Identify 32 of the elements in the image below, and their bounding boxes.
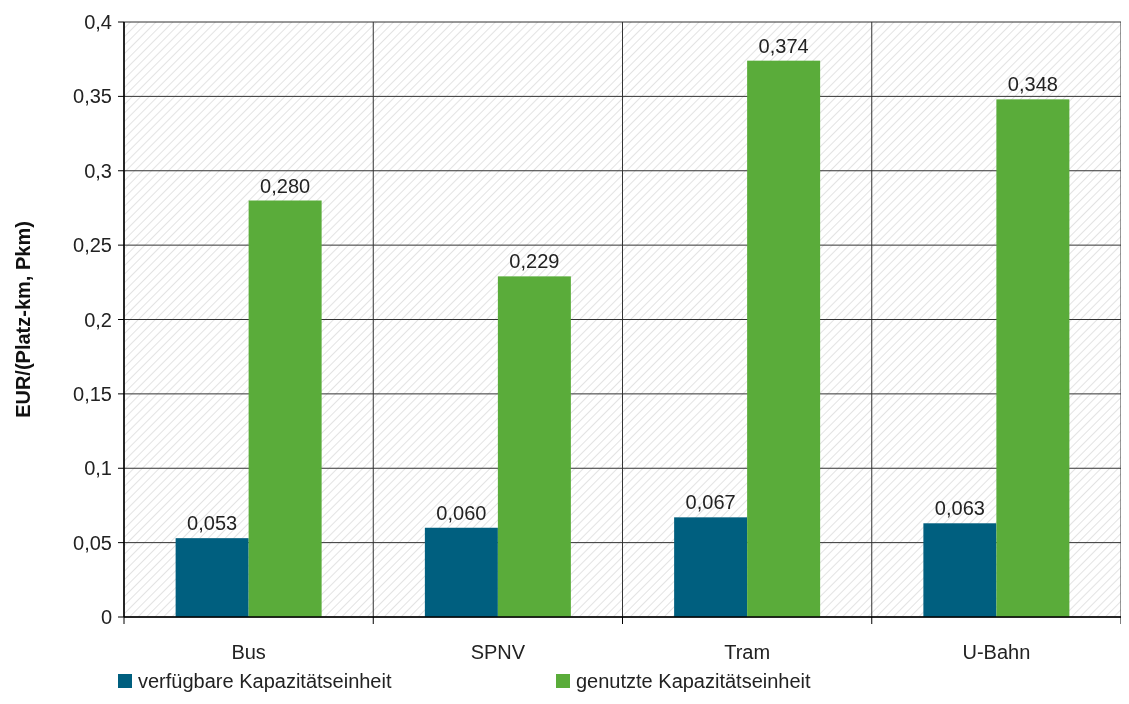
bar [747, 60, 821, 617]
data-label: 0,053 [187, 512, 238, 535]
bar [674, 517, 748, 617]
y-tick-label: 0,2 [84, 308, 112, 331]
y-tick-label: 0 [100, 606, 112, 628]
data-label: 0,063 [934, 497, 985, 520]
legend-label: verfügbare Kapazitätseinheit [138, 670, 392, 692]
legend-label: genutzte Kapazitätseinheit [576, 670, 812, 692]
data-label: 0,060 [436, 501, 487, 524]
bar [424, 527, 498, 617]
y-tick-label: 0,05 [73, 531, 112, 554]
y-tick-label: 0,35 [73, 85, 112, 108]
y-axis-title: EUR/(Platz-km, Pkm) [12, 221, 34, 418]
bar [497, 276, 571, 617]
y-tick-label: 0,25 [73, 234, 112, 257]
y-tick-label: 0,1 [84, 457, 112, 480]
data-label: 0,280 [260, 174, 311, 197]
data-label: 0,067 [685, 491, 736, 514]
y-tick-label: 0,3 [84, 159, 112, 182]
bar [996, 99, 1070, 617]
y-tick-label: 0,15 [73, 382, 112, 405]
x-tick-label: Tram [724, 641, 771, 663]
x-tick-label: SPNV [470, 641, 526, 663]
data-label: 0,229 [509, 250, 560, 273]
bar [923, 523, 997, 617]
x-tick-label: Bus [231, 641, 266, 663]
bar [248, 200, 322, 617]
data-label: 0,374 [758, 34, 809, 57]
data-label: 0,348 [1007, 73, 1058, 96]
bar [175, 538, 249, 617]
x-tick-label: U-Bahn [962, 641, 1031, 663]
y-tick-label: 0,4 [84, 11, 112, 33]
